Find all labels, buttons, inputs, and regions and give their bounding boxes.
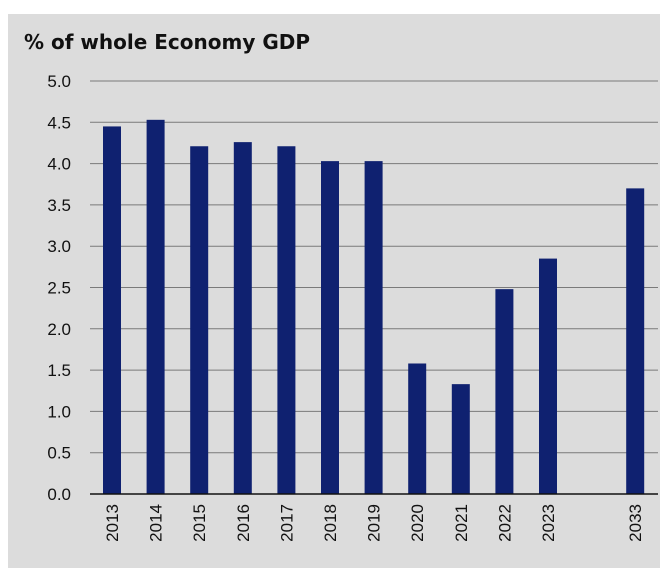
x-tick-label: 2014 — [147, 504, 166, 542]
y-tick-label: 3.0 — [47, 237, 71, 256]
bar-2023 — [539, 258, 557, 494]
y-tick-label: 1.0 — [47, 402, 71, 421]
x-tick-label: 2023 — [539, 504, 558, 542]
x-tick-label: 2015 — [190, 504, 209, 542]
bars — [103, 119, 645, 495]
x-tick-label: 2033 — [626, 504, 645, 542]
bar-2013 — [103, 126, 121, 495]
x-tick-label: 2018 — [321, 504, 340, 542]
bar-2016 — [233, 142, 252, 494]
bar-2020 — [408, 363, 427, 494]
x-tick-label: 2017 — [277, 504, 296, 542]
x-tick-label: 2013 — [103, 504, 122, 542]
x-tick-label: 2021 — [452, 504, 471, 542]
chart-title: % of whole Economy GDP — [24, 30, 310, 54]
y-tick-label: 5.0 — [47, 72, 71, 91]
x-tick-label: 2016 — [234, 504, 253, 542]
bar-2015 — [190, 146, 209, 494]
x-tick-label: 2022 — [495, 504, 514, 542]
y-tick-label: 4.0 — [47, 155, 71, 174]
y-tick-label: 0.5 — [47, 444, 71, 463]
y-tick-label: 4.5 — [47, 113, 71, 132]
x-tick-labels: 2013 2014 2015 2016 2017 2018 2019 2020 2021 2022… — [103, 504, 645, 542]
y-tick-label: 1.5 — [47, 361, 71, 380]
bar-2021 — [451, 384, 470, 494]
bar-2022 — [495, 289, 514, 494]
bar-2033 — [626, 188, 645, 494]
y-tick-label: 2.0 — [47, 320, 71, 339]
x-tick-label: 2020 — [408, 504, 427, 542]
y-tick-label: 3.5 — [47, 196, 71, 215]
y-tick-label: 2.5 — [47, 279, 71, 298]
bar-2018 — [321, 161, 339, 494]
y-tick-label: 0.0 — [47, 485, 71, 504]
y-tick-labels: 0.0 0.5 1.0 1.5 2.0 2.5 3.0 3.5 4.0 4.5 5.0 — [47, 72, 71, 504]
bar-2019 — [364, 161, 383, 494]
x-tick-label: 2019 — [365, 504, 384, 542]
bar-2014 — [146, 119, 165, 495]
bar-2017 — [277, 146, 296, 494]
